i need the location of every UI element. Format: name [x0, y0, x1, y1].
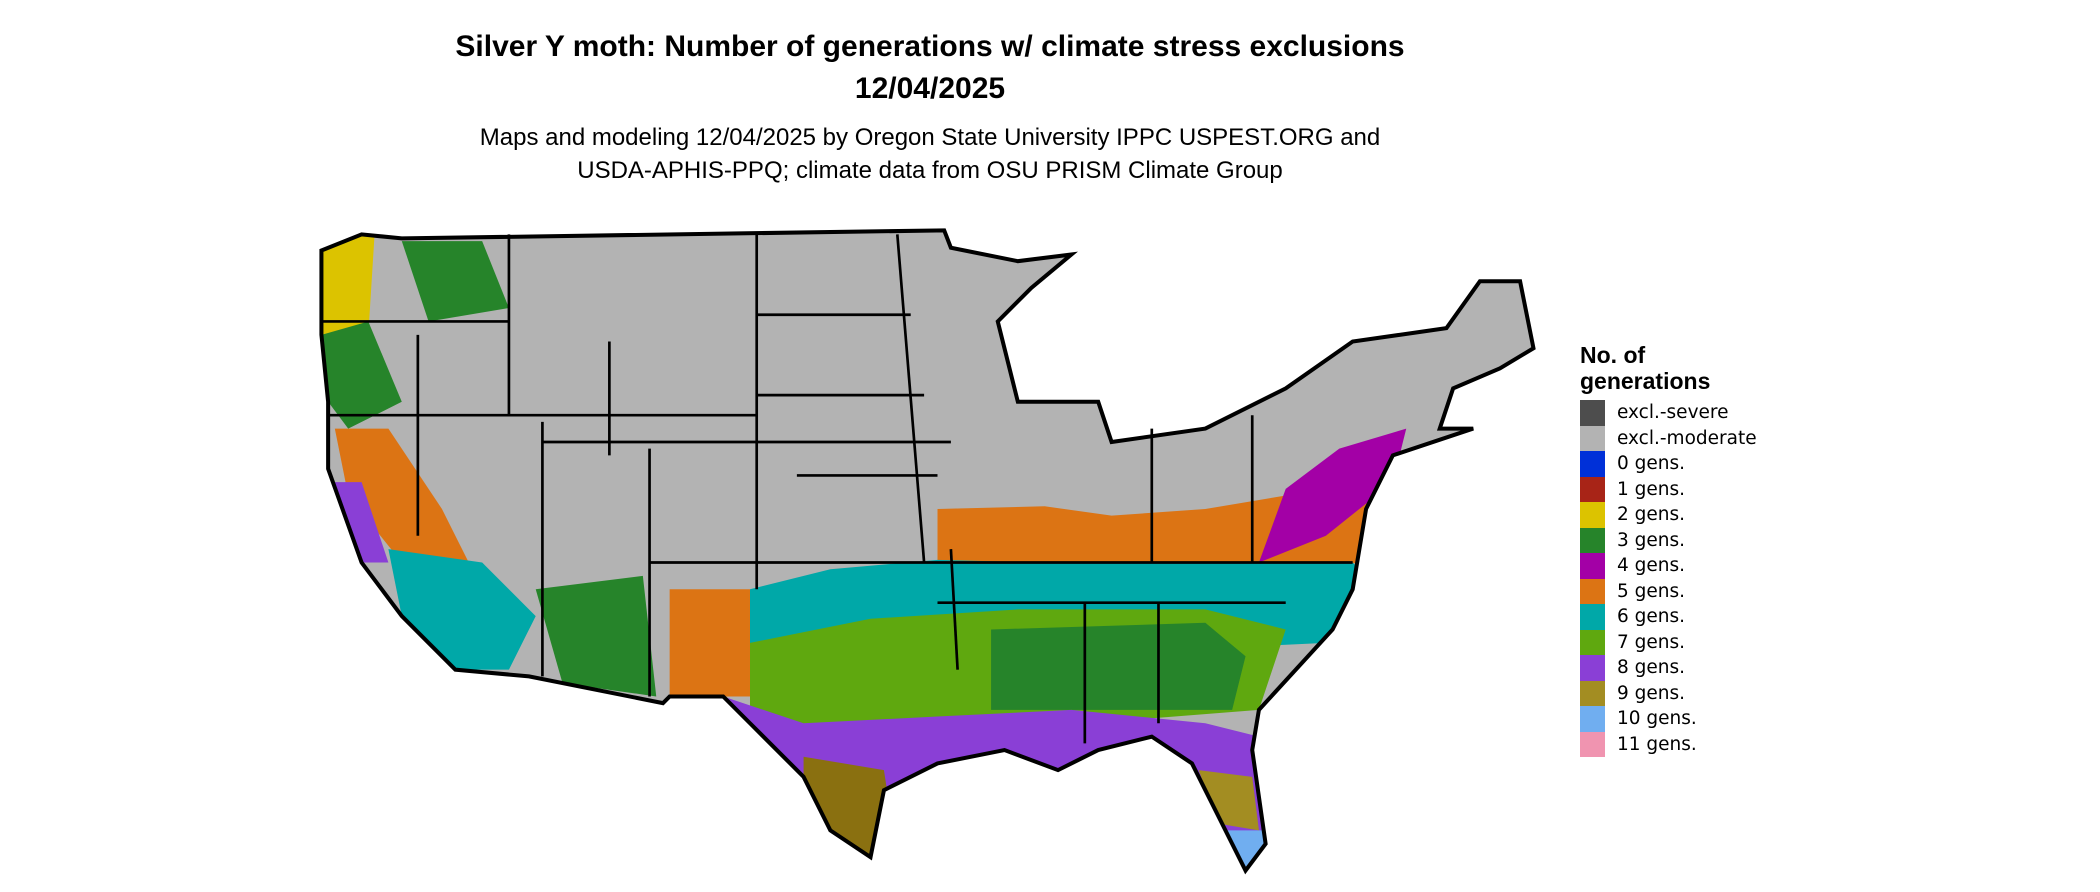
legend-swatch: [1580, 578, 1605, 604]
legend-label: 8 gens.: [1617, 657, 1686, 679]
legend-label: 10 gens.: [1617, 708, 1697, 730]
region-4-gens-east: [1258, 428, 1407, 563]
legend-item: 10 gens.: [1580, 706, 1757, 732]
legend-item: excl.-moderate: [1580, 425, 1757, 451]
region-5-gens-ca: [334, 428, 469, 563]
region-5-gens-sw: [669, 589, 750, 697]
region-9-gens-florida: [1198, 770, 1259, 831]
legend-label: excl.-severe: [1617, 402, 1729, 424]
legend-label: 5 gens.: [1617, 580, 1686, 602]
legend-item: 8 gens.: [1580, 655, 1757, 681]
legend-item: 3 gens.: [1580, 527, 1757, 553]
legend-item: 9 gens.: [1580, 680, 1757, 706]
legend-label: 9 gens.: [1617, 682, 1686, 704]
region-2-gens: [321, 230, 375, 349]
map-subtitle: Maps and modeling 12/04/2025 by Oregon S…: [479, 124, 1381, 151]
legend-swatch: [1580, 680, 1605, 706]
legend-swatch: [1580, 527, 1605, 553]
legend-item: 4 gens.: [1580, 553, 1757, 579]
legend-item: 1 gens.: [1580, 476, 1757, 502]
region-3-gens-nw: [321, 321, 402, 429]
legend-label: 7 gens.: [1617, 631, 1686, 653]
legend-swatch: [1580, 476, 1605, 502]
state-borders: [321, 234, 1353, 744]
region-3-gens-wa: [401, 241, 509, 322]
legend: No. of generations excl.-severe excl.-mod…: [1580, 342, 1757, 757]
legend-swatch: [1580, 706, 1605, 732]
legend-label: 4 gens.: [1617, 555, 1686, 577]
legend-swatch: [1580, 502, 1605, 528]
legend-item: 7 gens.: [1580, 629, 1757, 655]
map-title-date: 12/04/2025: [854, 72, 1006, 105]
legend-swatch: [1580, 451, 1605, 477]
legend-swatch: [1580, 553, 1605, 579]
legend-label: 2 gens.: [1617, 504, 1686, 526]
map-title: Silver Y moth: Number of generations w/ …: [455, 30, 1405, 63]
legend-label: 0 gens.: [1617, 453, 1686, 475]
legend-swatch: [1580, 425, 1605, 451]
legend-label: 6 gens.: [1617, 606, 1686, 628]
legend-swatch: [1580, 400, 1605, 426]
legend-item: 11 gens.: [1580, 731, 1757, 757]
legend-swatch: [1580, 655, 1605, 681]
legend-label: 3 gens.: [1617, 529, 1686, 551]
legend-label: excl.-moderate: [1617, 427, 1757, 449]
legend-swatch: [1580, 731, 1605, 757]
legend-item: excl.-severe: [1580, 400, 1757, 426]
legend-item: 2 gens.: [1580, 502, 1757, 528]
region-3-gens-south: [991, 622, 1246, 710]
legend-item: 0 gens.: [1580, 451, 1757, 477]
legend-swatch: [1580, 629, 1605, 655]
legend-swatch: [1580, 604, 1605, 630]
legend-item: 6 gens.: [1580, 604, 1757, 630]
region-3-gens-az: [535, 575, 657, 697]
map-subtitle-2: USDA-APHIS-PPQ; climate data from OSU PR…: [577, 157, 1283, 184]
legend-item: 5 gens.: [1580, 578, 1757, 604]
region-8-gens-coast: [334, 482, 389, 563]
legend-label: 11 gens.: [1617, 733, 1697, 755]
legend-label: 1 gens.: [1617, 478, 1686, 500]
legend-title: No. of generations: [1580, 342, 1711, 394]
